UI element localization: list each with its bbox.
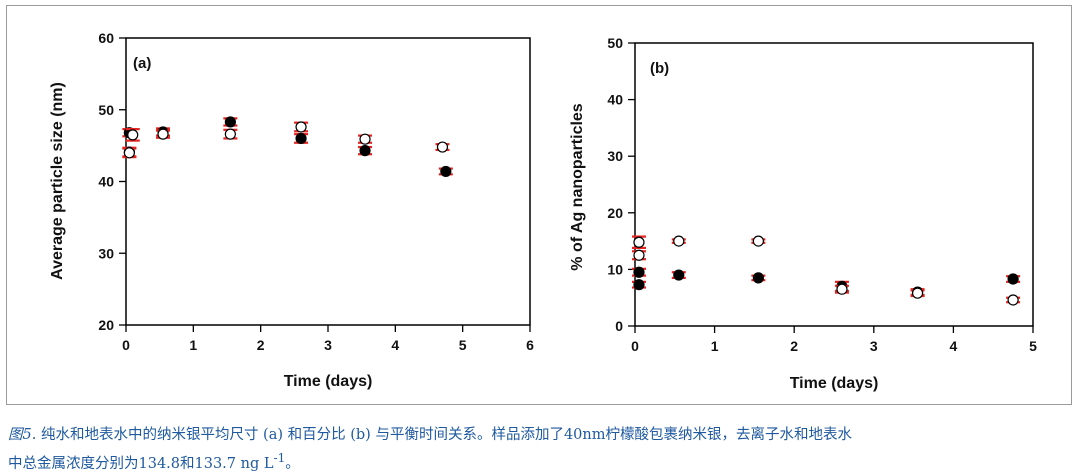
chart-b-open-point — [673, 235, 685, 247]
chart-a-plot-area — [125, 37, 531, 326]
chart-b-x-tick-label: 5 — [1029, 338, 1037, 354]
chart-a-y-tick-label: 30 — [98, 245, 114, 261]
chart-b-y-axis-title: % of Ag nanoparticles — [569, 103, 586, 271]
chart-a-open-point — [123, 147, 135, 159]
chart-b: (b) Time (days) % of Ag nanoparticles 0 1… — [569, 35, 1037, 392]
chart-b-y-tick-label: 40 — [607, 92, 623, 108]
chart-b-x-tick-label: 0 — [631, 338, 639, 354]
chart-b-y-tick-label: 50 — [607, 35, 623, 51]
chart-a-y-tick-label: 20 — [98, 317, 114, 333]
chart-a-open-point — [224, 128, 236, 140]
chart-b-y-tick-label: 20 — [607, 205, 623, 221]
chart-b-y-tick-label: 0 — [615, 318, 623, 334]
chart-a-open-point — [359, 133, 371, 145]
caption-line-1: 纯水和地表水中的纳米银平均尺寸 (a) 和百分比 (b) 与平衡时间关系。样品添… — [36, 427, 852, 443]
chart-b-filled-point — [752, 272, 764, 284]
chart-b-y-tick-label: 30 — [607, 148, 623, 164]
chart-a-x-tick-label: 1 — [189, 337, 197, 353]
chart-a-filled-point — [440, 165, 452, 178]
chart-b-filled-point — [673, 269, 685, 281]
caption-superscript: -1 — [273, 451, 286, 465]
chart-b-x-tick-label: 2 — [790, 338, 798, 354]
chart-a-open-point — [436, 141, 449, 153]
chart-b-open-point — [911, 287, 924, 299]
chart-b-panel-label: (b) — [650, 60, 669, 77]
chart-a-y-tick-label: 50 — [98, 102, 114, 118]
chart-b-filled-point — [633, 266, 645, 278]
chart-b-open-point — [633, 249, 645, 261]
figure-caption: 图5. 纯水和地表水中的纳米银平均尺寸 (a) 和百分比 (b) 与平衡时间关系… — [8, 424, 1072, 476]
chart-a-x-tick-label: 0 — [122, 337, 130, 353]
chart-b-x-axis-title: Time (days) — [790, 375, 879, 392]
chart-a-filled-point — [224, 116, 236, 128]
chart-a-filled-point — [359, 145, 371, 157]
chart-b-open-point — [836, 283, 848, 295]
chart-a-x-axis-title: Time (days) — [284, 373, 373, 390]
chart-a-open-point — [295, 121, 307, 133]
caption-end: 。 — [285, 455, 300, 472]
chart-a: (a) Time (days) Average particle size (n… — [49, 30, 534, 390]
chart-b-x-tick-label: 4 — [950, 338, 958, 354]
chart-a-filled-point — [295, 132, 307, 145]
chart-b-x-tick-label: 3 — [870, 338, 878, 354]
chart-b-y-tick-label: 10 — [607, 261, 623, 277]
chart-a-open-point — [157, 128, 169, 140]
chart-a-panel-label: (a) — [133, 55, 151, 72]
caption-line-2: 中总金属浓度分别为134.8和133.7 ng L — [8, 455, 274, 472]
chart-a-open-point — [127, 129, 139, 141]
chart-a-x-tick-label: 2 — [257, 337, 265, 353]
caption-lead: 图5. — [8, 427, 37, 443]
chart-b-open-point — [752, 235, 764, 247]
chart-b-open-point — [633, 236, 645, 248]
chart-b-plot-area — [634, 42, 1034, 327]
chart-a-y-tick-label: 40 — [98, 174, 114, 190]
chart-a-ticks: 0 1 2 3 4 5 6 20 30 40 50 60 — [98, 30, 534, 353]
chart-b-marks — [631, 235, 1021, 306]
figure-frame — [6, 5, 1072, 405]
chart-a-y-tick-label: 60 — [98, 30, 114, 46]
charts-canvas: (a) Time (days) Average particle size (n… — [49, 30, 1037, 392]
chart-a-x-tick-label: 5 — [459, 337, 467, 353]
chart-b-open-point — [1007, 294, 1019, 306]
chart-a-x-tick-label: 4 — [391, 337, 399, 353]
chart-a-x-tick-label: 3 — [324, 337, 332, 353]
chart-a-y-axis-title: Average particle size (nm) — [49, 82, 66, 280]
chart-b-x-tick-label: 1 — [711, 338, 719, 354]
chart-a-x-tick-label: 6 — [526, 337, 534, 353]
chart-b-filled-point — [1007, 273, 1019, 285]
chart-a-marks — [122, 116, 453, 178]
chart-b-filled-point — [633, 279, 645, 291]
